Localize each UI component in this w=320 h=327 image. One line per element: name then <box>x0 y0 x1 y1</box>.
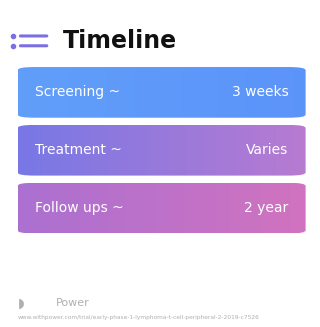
Text: Power: Power <box>56 299 90 308</box>
Text: Timeline: Timeline <box>62 29 177 53</box>
Text: Varies: Varies <box>246 143 288 157</box>
Text: www.withpower.com/trial/early-phase-1-lymphoma-t-cell-peripheral-2-2019-c7526: www.withpower.com/trial/early-phase-1-ly… <box>18 315 259 320</box>
Text: Follow ups ~: Follow ups ~ <box>35 201 124 215</box>
Text: Screening ~: Screening ~ <box>35 85 120 99</box>
Text: ◗: ◗ <box>18 297 24 310</box>
Text: 2 year: 2 year <box>244 201 288 215</box>
Text: Treatment ~: Treatment ~ <box>35 143 122 157</box>
Text: 3 weeks: 3 weeks <box>232 85 288 99</box>
